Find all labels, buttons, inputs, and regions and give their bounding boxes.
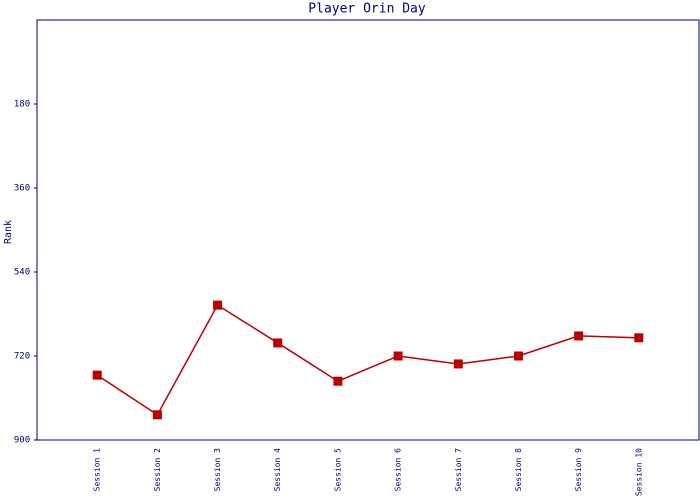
marker — [333, 376, 343, 386]
marker — [393, 351, 403, 361]
marker — [634, 333, 644, 343]
marker — [92, 370, 102, 380]
y-axis-label: Rank — [3, 220, 14, 244]
x-tick-label: Session 4 — [273, 448, 282, 492]
line — [96, 304, 639, 416]
y-tick-label: 180 — [14, 100, 30, 110]
marker — [273, 338, 283, 348]
y-tick-label: 360 — [14, 184, 30, 194]
marker — [453, 359, 463, 369]
x-tick-label: Session 6 — [394, 448, 403, 492]
x-tick-label: Session 2 — [153, 448, 162, 492]
plot-frame — [36, 19, 700, 441]
y-tick-label: 900 — [14, 436, 30, 446]
x-tick-label: Session 1 — [93, 448, 102, 492]
x-tick-label: Session 7 — [454, 448, 463, 492]
x-tick-label: Session 9 — [574, 448, 583, 492]
marker — [513, 351, 523, 361]
y-tick-label: 540 — [14, 268, 30, 278]
marker — [574, 331, 584, 341]
chart-title: Player Orin Day — [308, 2, 426, 17]
x-tick-label: Session 5 — [333, 448, 342, 492]
marker — [213, 300, 223, 310]
x-tick-label: Session 8 — [514, 448, 523, 492]
x-tick-label: Session 10 — [634, 448, 643, 496]
marker — [152, 410, 162, 420]
x-tick-label: Session 3 — [213, 448, 222, 492]
y-tick-label: 720 — [14, 352, 30, 362]
